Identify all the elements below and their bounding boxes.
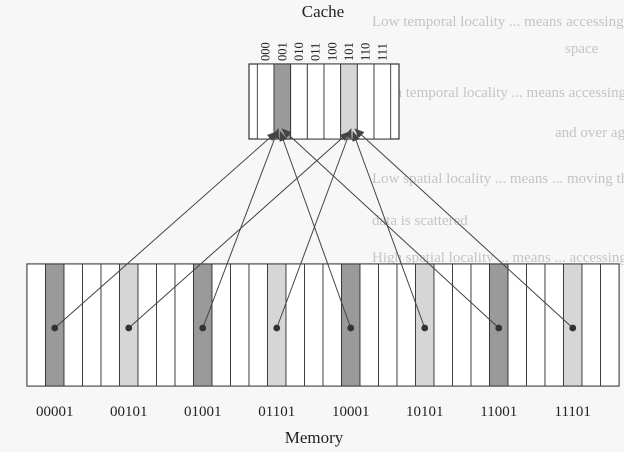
bg-text-line: space xyxy=(565,41,599,57)
memory-cell xyxy=(396,263,416,387)
cache-line xyxy=(323,63,342,140)
memory-cell xyxy=(378,263,398,387)
bg-text-line: Low temporal locality ... means accessin… xyxy=(372,14,624,30)
memory-cell xyxy=(600,263,620,387)
memory-block xyxy=(26,263,620,387)
cache-line xyxy=(356,63,375,140)
cache-index-label: 111 xyxy=(375,43,389,61)
memory-cell xyxy=(174,263,194,387)
cache-index-label: 101 xyxy=(342,42,356,61)
memory-address-label: 10001 xyxy=(332,404,370,420)
bg-text-line: High spatial locality ... means ... acce… xyxy=(372,250,624,266)
cache-index-label: 010 xyxy=(292,42,306,61)
mapping-arrow xyxy=(279,131,352,329)
memory-address-label: 11101 xyxy=(555,404,591,420)
cache-line xyxy=(340,63,358,140)
cache-index-label: 000 xyxy=(259,42,273,61)
bg-text-line: Low spatial locality ... means ... movin… xyxy=(372,171,624,187)
background-text-layer: Low temporal locality ... means accessin… xyxy=(372,14,624,266)
mapping-arrows xyxy=(51,128,577,332)
memory-block-dot xyxy=(495,324,503,332)
memory-cell xyxy=(100,263,120,387)
cache-index-label: 011 xyxy=(309,43,323,61)
mapping-arrow xyxy=(128,131,350,329)
cache-line xyxy=(290,63,308,140)
cache-index-label: 110 xyxy=(359,43,373,61)
memory-address-label: 01001 xyxy=(184,404,222,420)
memory-cell xyxy=(470,263,490,387)
memory-cell xyxy=(63,263,83,387)
memory-cell xyxy=(581,263,601,387)
memory-cell xyxy=(82,263,102,387)
memory-address-label: 00001 xyxy=(36,404,74,420)
memory-address-labels: 00001 00101 01001 01101 10001 10101 11001 11101 xyxy=(36,404,591,420)
cache-line xyxy=(306,63,325,140)
memory-cell xyxy=(211,263,231,387)
memory-cell xyxy=(359,263,379,387)
memory-cell xyxy=(526,263,546,387)
memory-cell xyxy=(230,263,250,387)
mapping-arrow xyxy=(352,131,426,329)
cache-title: Cache xyxy=(302,2,344,21)
mapping-arrow xyxy=(354,128,574,329)
cache-line xyxy=(256,63,275,140)
mapping-arrow xyxy=(281,128,500,329)
memory-cell xyxy=(322,263,342,387)
memory-title: Memory xyxy=(285,428,344,447)
memory-address-label: 00101 xyxy=(110,404,148,420)
memory-cell xyxy=(26,263,46,387)
memory-block-dot xyxy=(569,324,577,332)
cache-index-label: 100 xyxy=(325,42,339,61)
memory-cell xyxy=(137,263,157,387)
cache-line xyxy=(273,63,292,140)
bg-text-line: and over again xyxy=(555,125,624,141)
memory-cell xyxy=(544,263,564,387)
bg-text-line: High temporal locality ... means accessi… xyxy=(372,85,624,101)
memory-block-dot xyxy=(347,324,355,332)
memory-block-dot xyxy=(199,324,207,332)
cache-block xyxy=(248,63,400,140)
memory-cell xyxy=(248,263,268,387)
cache-index-label: 001 xyxy=(275,42,289,61)
memory-block-dot xyxy=(421,324,429,332)
memory-block-dot xyxy=(125,324,133,332)
memory-cell xyxy=(507,263,527,387)
mapping-arrow xyxy=(276,128,352,329)
memory-cell xyxy=(304,263,324,387)
memory-address-label: 11001 xyxy=(480,404,517,420)
memory-cell xyxy=(452,263,472,387)
memory-address-label: 01101 xyxy=(258,404,295,420)
mapping-arrow xyxy=(202,128,279,329)
bg-text-line: data is scattered xyxy=(372,213,468,229)
cache-line xyxy=(373,63,392,140)
memory-cell xyxy=(156,263,176,387)
memory-cell xyxy=(285,263,305,387)
memory-address-label: 10101 xyxy=(406,404,444,420)
memory-block-dot xyxy=(273,324,281,332)
mapping-arrow xyxy=(54,131,278,329)
memory-block-dot xyxy=(51,324,59,332)
cache-index-labels: 000 001 010 011 100 101 110 111 xyxy=(259,42,390,61)
